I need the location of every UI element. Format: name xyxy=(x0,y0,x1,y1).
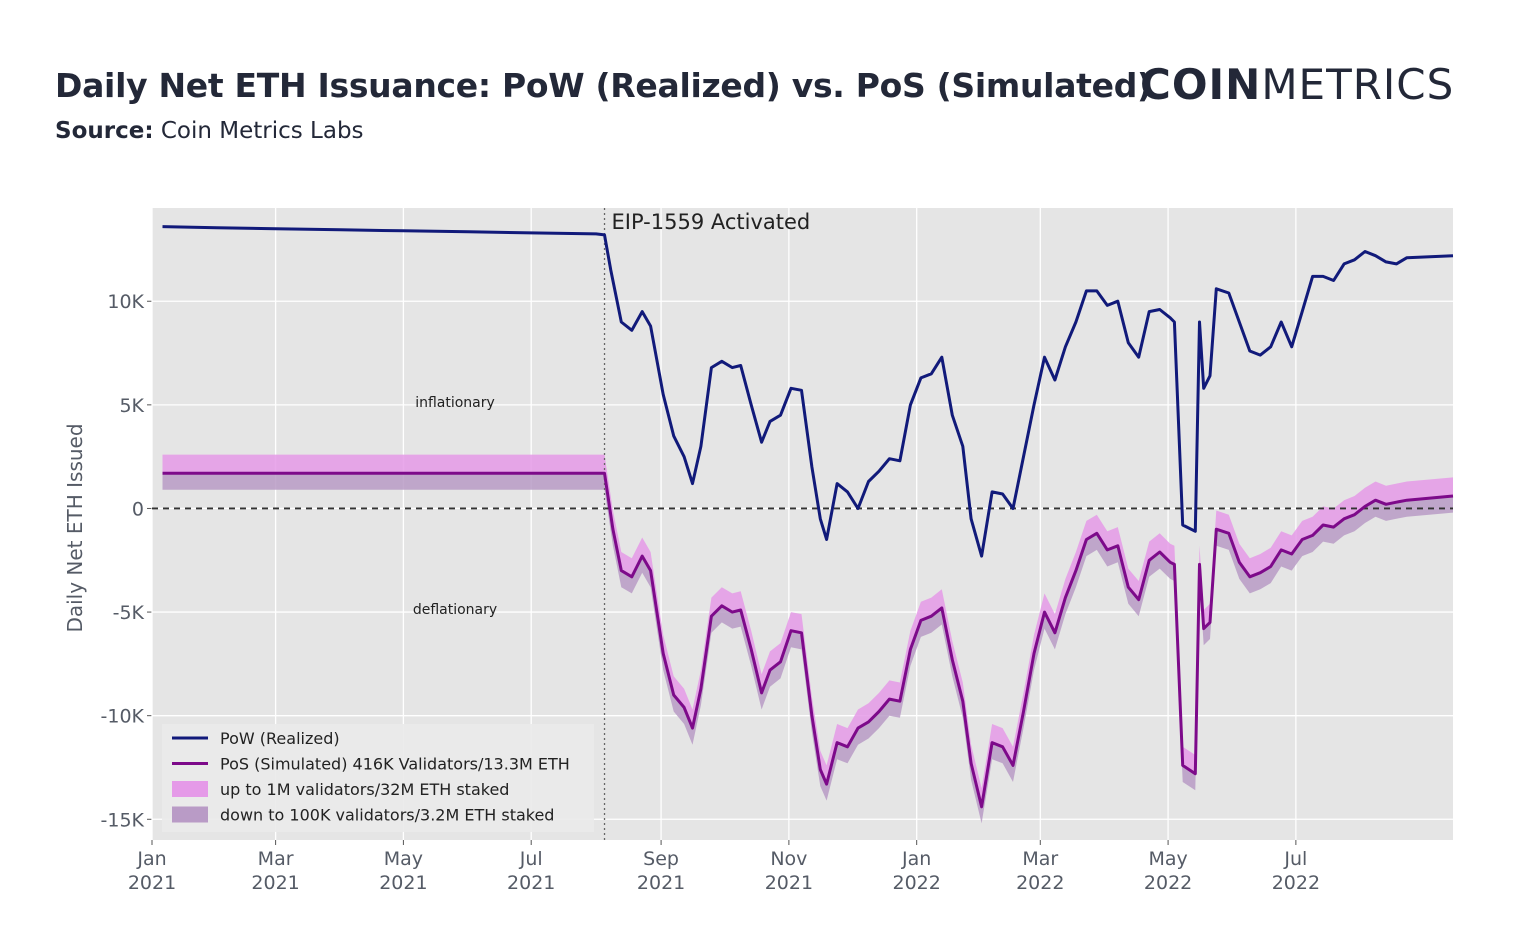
legend: PoW (Realized) PoS (Simulated) 416K Valid… xyxy=(162,724,594,832)
legend-label-pow: PoW (Realized) xyxy=(220,729,340,748)
chart-source: Source: Coin Metrics Labs xyxy=(55,118,364,144)
x-tick-label-month: Jul xyxy=(519,848,543,870)
eip1559-label: EIP-1559 Activated xyxy=(612,210,811,234)
legend-box xyxy=(162,724,594,832)
x-tick-label-month: Jan xyxy=(136,848,166,870)
legend-label-pos: PoS (Simulated) 416K Validators/13.3M ET… xyxy=(220,755,570,774)
legend-label-band_upper: up to 1M validators/32M ETH staked xyxy=(220,780,509,799)
legend-swatch-band_upper xyxy=(172,781,208,797)
x-tick-label-month: May xyxy=(384,848,423,870)
y-tick-label: 0 xyxy=(132,498,144,520)
x-tick-label-year: 2022 xyxy=(1144,872,1192,894)
y-tick-label: -15K xyxy=(101,809,145,831)
x-tick-label-month: Mar xyxy=(258,848,294,870)
x-tick-label-month: Mar xyxy=(1022,848,1058,870)
x-tick-label-year: 2021 xyxy=(637,872,685,894)
x-tick-label-year: 2021 xyxy=(379,872,427,894)
pow-series-line xyxy=(162,225,1454,558)
x-tick-label-year: 2022 xyxy=(892,872,940,894)
x-tick-label-year: 2022 xyxy=(1016,872,1064,894)
x-tick-label-month: Sep xyxy=(643,848,679,870)
x-tick-label-month: May xyxy=(1148,848,1187,870)
x-tick-label-year: 2021 xyxy=(507,872,555,894)
y-axis-label: Daily Net ETH Issued xyxy=(63,423,87,632)
x-tick-label-year: 2021 xyxy=(765,872,813,894)
coinmetrics-logo: COINMETRICS xyxy=(1140,60,1454,109)
y-tick-label: 10K xyxy=(107,291,144,313)
x-tick-label-year: 2021 xyxy=(128,872,176,894)
x-tick-label-month: Jul xyxy=(1283,848,1307,870)
x-tick-label-year: 2021 xyxy=(251,872,299,894)
x-tick-label-month: Jan xyxy=(901,848,931,870)
y-tick-label: -5K xyxy=(113,602,145,624)
x-tick-label-year: 2022 xyxy=(1272,872,1320,894)
source-label: Source: xyxy=(55,118,154,144)
logo-light-part: METRICS xyxy=(1261,60,1455,109)
legend-label-band_lower: down to 100K validators/3.2M ETH staked xyxy=(220,806,554,825)
chart-title: Daily Net ETH Issuance: PoW (Realized) v… xyxy=(55,66,1152,105)
y-tick-label: 5K xyxy=(119,395,144,417)
deflationary-label: deflationary xyxy=(413,602,497,618)
x-tick-label-month: Nov xyxy=(770,848,807,870)
source-value: Coin Metrics Labs xyxy=(160,118,364,144)
pos-series-line xyxy=(162,471,1454,809)
y-tick-label: -10K xyxy=(101,706,145,728)
legend-swatch-band_lower xyxy=(172,806,208,823)
inflationary-label: inflationary xyxy=(415,395,495,411)
logo-bold-part: COIN xyxy=(1140,60,1262,109)
